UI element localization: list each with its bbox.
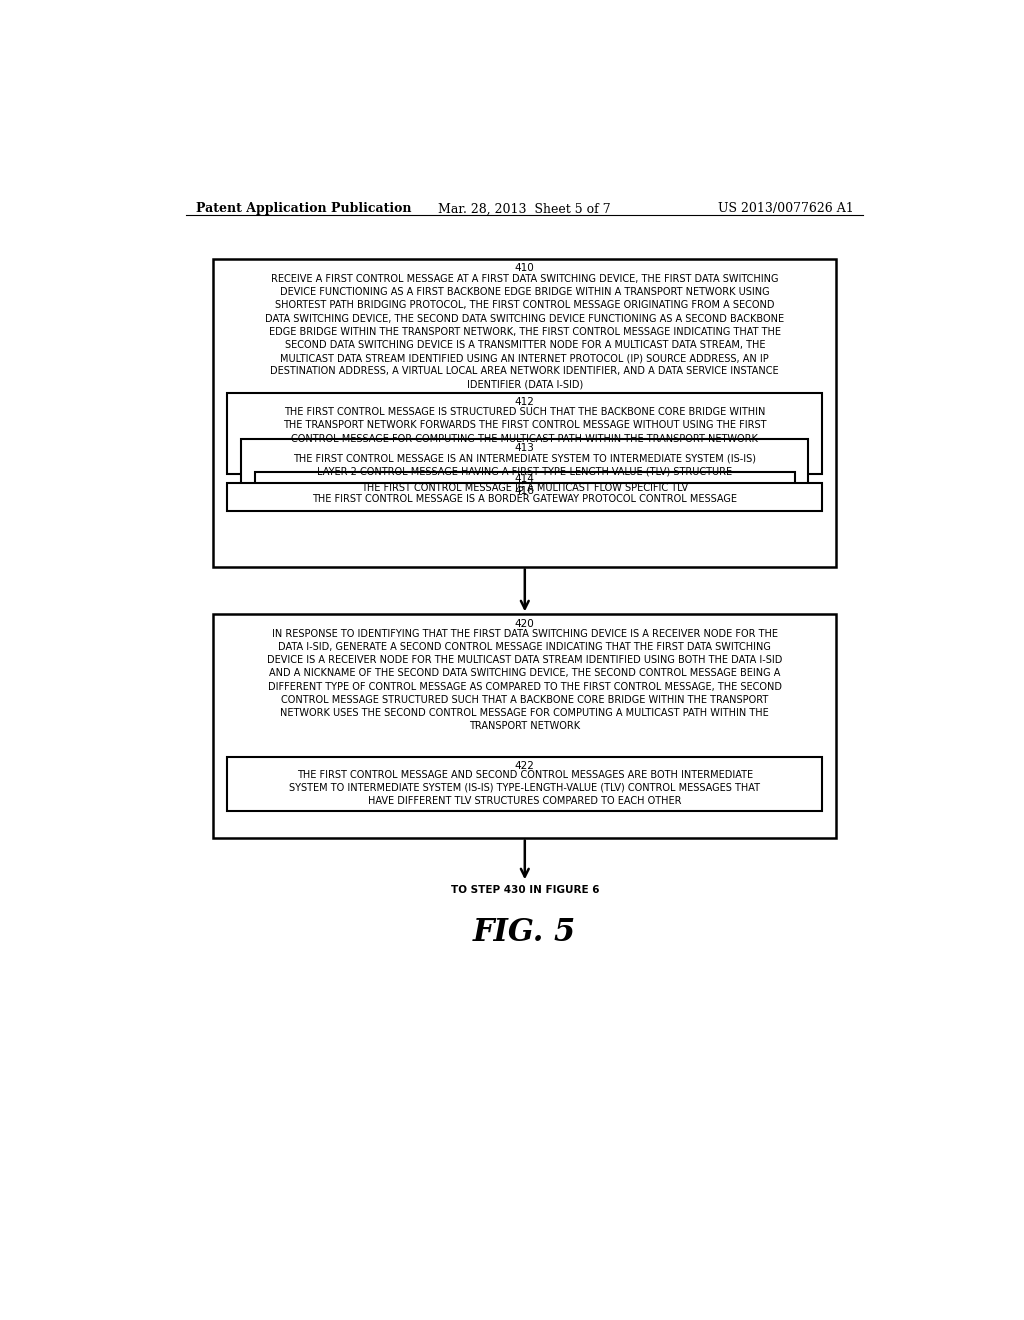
Text: THE FIRST CONTROL MESSAGE IS AN INTERMEDIATE SYSTEM TO INTERMEDIATE SYSTEM (IS-I: THE FIRST CONTROL MESSAGE IS AN INTERMED… [293,453,757,477]
Bar [213,259,837,566]
Bar [241,440,809,495]
Text: 414: 414 [515,474,535,484]
Bar [227,483,822,511]
Text: RECEIVE A FIRST CONTROL MESSAGE AT A FIRST DATA SWITCHING DEVICE, THE FIRST DATA: RECEIVE A FIRST CONTROL MESSAGE AT A FIR… [265,275,784,389]
Text: TO STEP 430 IN FIGURE 6: TO STEP 430 IN FIGURE 6 [451,886,599,895]
Text: THE FIRST CONTROL MESSAGE IS STRUCTURED SUCH THAT THE BACKBONE CORE BRIDGE WITHI: THE FIRST CONTROL MESSAGE IS STRUCTURED … [283,407,767,444]
Bar [227,756,822,810]
Bar [255,471,795,492]
Text: 422: 422 [515,760,535,771]
Text: 420: 420 [515,619,535,628]
Text: 410: 410 [515,263,535,273]
Text: US 2013/0077626 A1: US 2013/0077626 A1 [718,202,853,215]
Bar [213,614,837,838]
Text: 412: 412 [515,397,535,407]
Text: THE FIRST CONTROL MESSAGE IS A BORDER GATEWAY PROTOCOL CONTROL MESSAGE: THE FIRST CONTROL MESSAGE IS A BORDER GA… [312,494,737,504]
Text: 413: 413 [515,444,535,453]
Text: FIG. 5: FIG. 5 [473,917,577,948]
Text: Mar. 28, 2013  Sheet 5 of 7: Mar. 28, 2013 Sheet 5 of 7 [438,202,611,215]
Bar [227,393,822,474]
Text: 416: 416 [515,486,535,495]
Text: THE FIRST CONTROL MESSAGE IS A MULTICAST FLOW SPECIFIC TLV: THE FIRST CONTROL MESSAGE IS A MULTICAST… [361,483,688,492]
Text: THE FIRST CONTROL MESSAGE AND SECOND CONTROL MESSAGES ARE BOTH INTERMEDIATE
SYST: THE FIRST CONTROL MESSAGE AND SECOND CON… [290,770,760,807]
Text: Patent Application Publication: Patent Application Publication [197,202,412,215]
Text: IN RESPONSE TO IDENTIFYING THAT THE FIRST DATA SWITCHING DEVICE IS A RECEIVER NO: IN RESPONSE TO IDENTIFYING THAT THE FIRS… [267,628,782,731]
